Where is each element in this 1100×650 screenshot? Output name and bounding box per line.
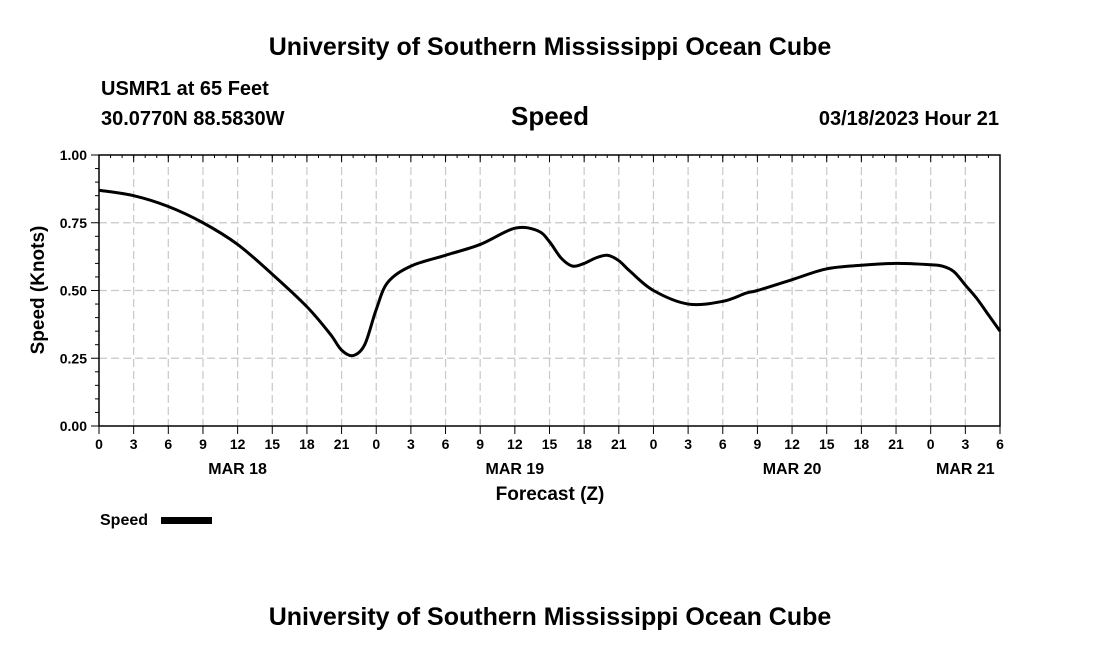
x-tick-label: 0: [372, 436, 380, 452]
datetime-label: 03/18/2023 Hour 21: [819, 108, 999, 130]
series-line-speed: [98, 188, 1002, 358]
x-tick-label: 21: [611, 436, 627, 452]
x-tick-label: 18: [576, 436, 592, 452]
x-tick-label: 12: [784, 436, 800, 452]
y-tick-label: 0.75: [60, 215, 87, 231]
y-axis-label: Speed (Knots): [28, 226, 49, 355]
x-tick-label: 12: [230, 436, 246, 452]
x-tick-label: 21: [334, 436, 350, 452]
x-tick-label: 15: [542, 436, 558, 452]
title-bottom: University of Southern Mississippi Ocean…: [269, 603, 832, 631]
x-tick-label: 3: [961, 436, 969, 452]
station-label: USMR1 at 65 Feet: [101, 78, 269, 100]
x-tick-label: 18: [854, 436, 870, 452]
legend-swatch: [161, 517, 212, 524]
y-tick-label: 0.25: [60, 350, 87, 366]
x-tick-label: 0: [95, 436, 103, 452]
x-axis: 0 3 6 9 12 15 18 21 0 3 6 9 12 15 18 21 0 3 6 9 12 15 18 21 0 3 6M…: [95, 155, 1004, 478]
x-tick-label: 0: [650, 436, 658, 452]
y-tick-label: 0.50: [60, 283, 87, 299]
x-tick-label: 6: [442, 436, 450, 452]
x-tick-label: 3: [684, 436, 692, 452]
x-tick-label: 0: [927, 436, 935, 452]
legend-label: Speed: [100, 512, 148, 529]
grid: [99, 155, 1000, 426]
x-tick-label: 9: [476, 436, 484, 452]
x-tick-label: 15: [264, 436, 280, 452]
x-tick-label: 15: [819, 436, 835, 452]
x-tick-label: 12: [507, 436, 523, 452]
x-tick-label: 18: [299, 436, 315, 452]
x-tick-label: 9: [199, 436, 207, 452]
y-tick-label: 0.00: [60, 418, 87, 434]
chart-title: Speed: [511, 101, 589, 131]
date-label: MAR 18: [208, 461, 267, 478]
date-label: MAR 20: [763, 461, 822, 478]
x-tick-label: 3: [130, 436, 138, 452]
y-axis: 0.00 0.25 0.50 0.75 1.00: [60, 147, 99, 434]
x-tick-label: 3: [407, 436, 415, 452]
x-tick-label: 6: [164, 436, 172, 452]
x-tick-label: 6: [719, 436, 727, 452]
series-layer: [98, 188, 1002, 358]
x-tick-label: 6: [996, 436, 1004, 452]
plot-frame: [98, 154, 1001, 427]
date-label: MAR 21: [936, 461, 995, 478]
x-tick-label: 9: [754, 436, 762, 452]
coordinates-label: 30.0770N 88.5830W: [101, 108, 285, 130]
x-axis-label: Forecast (Z): [496, 484, 605, 505]
y-tick-label: 1.00: [60, 147, 87, 163]
date-label: MAR 19: [486, 461, 545, 478]
x-tick-label: 21: [888, 436, 904, 452]
legend: Speed: [100, 512, 212, 529]
title-top: University of Southern Mississippi Ocean…: [269, 33, 832, 61]
